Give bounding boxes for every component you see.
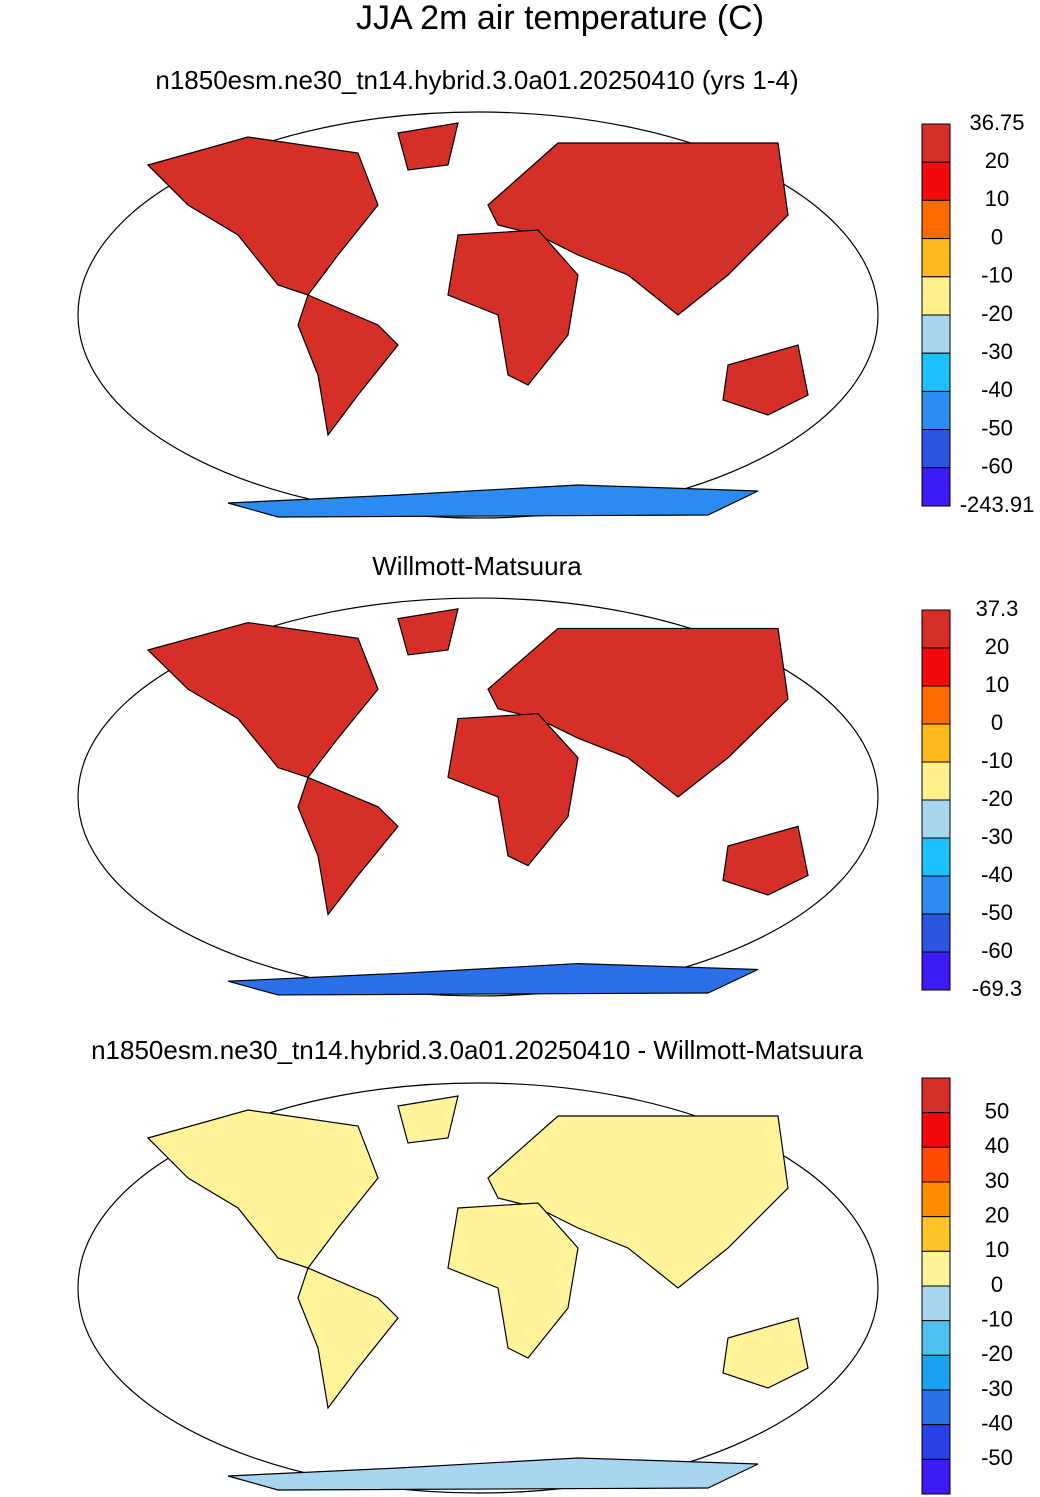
colorbar-box (921, 951, 951, 991)
colorbar-label: 10 (985, 186, 1009, 211)
colorbar-box (921, 390, 951, 431)
colorbar-box (921, 647, 951, 687)
colorbar-label: -30 (981, 1376, 1013, 1401)
colorbar-label: -69.3 (972, 976, 1022, 1001)
colorbar-label: -10 (981, 748, 1013, 773)
colorbar-label: -30 (981, 824, 1013, 849)
figure-title: JJA 2m air temperature (C) (356, 0, 764, 37)
colorbar-label: 10 (985, 672, 1009, 697)
colorbar-label: -50 (981, 415, 1013, 440)
colorbar-box (921, 799, 951, 839)
panel-title: Willmott-Matsuura (372, 551, 582, 581)
colorbar-box (921, 1354, 951, 1391)
colorbar-box (921, 1320, 951, 1356)
colorbar-box (921, 609, 951, 649)
map (77, 1082, 879, 1494)
colorbar-box (921, 352, 951, 392)
colorbar-label: -243.91 (960, 492, 1035, 517)
colorbar-label: 40 (985, 1133, 1009, 1158)
map (77, 111, 879, 519)
colorbar-label: -60 (981, 454, 1013, 479)
colorbar-box (921, 314, 951, 354)
colorbar-box (921, 123, 951, 163)
colorbar-label: 20 (985, 148, 1009, 173)
colorbar-box (921, 1424, 951, 1460)
colorbar-box (921, 1216, 951, 1252)
panel-title: n1850esm.ne30_tn14.hybrid.3.0a01.2025041… (91, 1035, 863, 1065)
colorbar-box (921, 1458, 951, 1495)
colorbar-box (921, 723, 951, 763)
colorbar-box (921, 199, 951, 240)
colorbar-label: -20 (981, 786, 1013, 811)
colorbar-label: -50 (981, 1445, 1013, 1470)
colorbar-label: 20 (985, 634, 1009, 659)
colorbar-label: -60 (981, 938, 1013, 963)
colorbar-label: 30 (985, 1168, 1009, 1193)
colorbar-label: -50 (981, 900, 1013, 925)
colorbar-label: -40 (981, 1410, 1013, 1435)
colorbar-box (921, 875, 951, 915)
colorbar-box (921, 1146, 951, 1183)
colorbar-label: -40 (981, 377, 1013, 402)
colorbar-label: -20 (981, 1341, 1013, 1366)
colorbar-box (921, 467, 951, 507)
colorbar-box (921, 1077, 951, 1114)
colorbar-box (921, 837, 951, 877)
colorbar-label: 0 (991, 710, 1003, 735)
colorbar-label: -10 (981, 1306, 1013, 1331)
colorbar-label: -20 (981, 301, 1013, 326)
colorbar-box (921, 1112, 951, 1148)
colorbar-box (921, 429, 951, 469)
colorbar-box (921, 913, 951, 953)
colorbar-label: 36.75 (969, 110, 1024, 135)
panel-title: n1850esm.ne30_tn14.hybrid.3.0a01.2025041… (155, 65, 798, 95)
colorbar-box (921, 276, 951, 316)
colorbar-box (921, 685, 951, 725)
colorbar-label: -30 (981, 339, 1013, 364)
colorbar-label: -40 (981, 862, 1013, 887)
colorbar-label: 37.3 (976, 596, 1019, 621)
colorbar-box (921, 1181, 951, 1218)
colorbar-label: 20 (985, 1202, 1009, 1227)
colorbar-label: -10 (981, 263, 1013, 288)
colorbar-box (921, 161, 951, 201)
colorbar-box (921, 1285, 951, 1322)
colorbar-label: 50 (985, 1098, 1009, 1123)
colorbar-box (921, 1250, 951, 1287)
colorbar-label: 0 (991, 224, 1003, 249)
colorbar-box (921, 238, 951, 278)
map (77, 597, 879, 997)
colorbar-label: 10 (985, 1237, 1009, 1262)
colorbar-label: 0 (991, 1272, 1003, 1297)
colorbar-box (921, 1389, 951, 1426)
colorbar-box (921, 761, 951, 801)
